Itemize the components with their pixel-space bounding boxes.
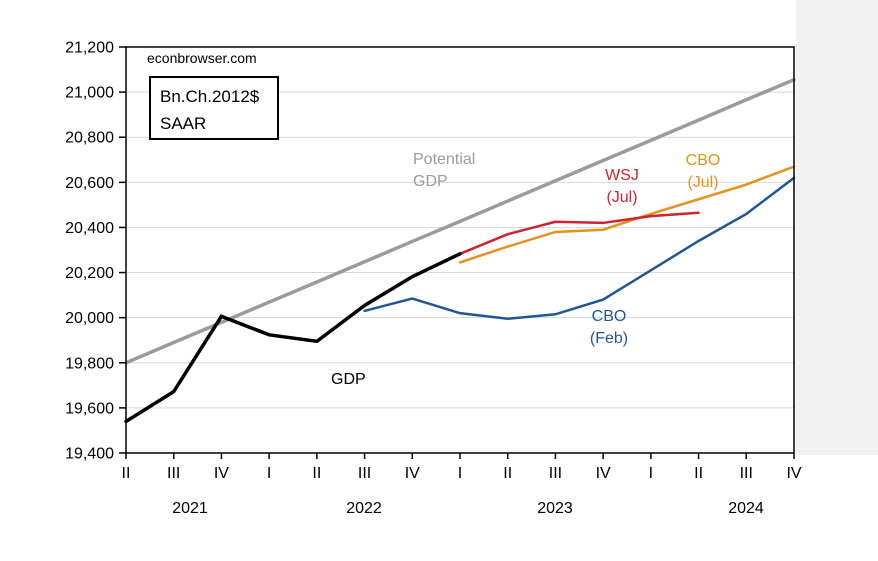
x-tick-label: III	[358, 465, 371, 482]
x-tick-label: II	[503, 465, 512, 482]
y-tick-label: 20,600	[65, 175, 114, 192]
x-tick-label: IV	[596, 465, 611, 482]
watermark-econbrowser: econbrowser.com	[147, 50, 257, 66]
x-tick-label: I	[458, 465, 462, 482]
x-tick-label: III	[549, 465, 562, 482]
series-line-potential	[124, 77, 796, 365]
units-note-line1: Bn.Ch.2012$	[160, 87, 260, 106]
y-tick-label: 21,200	[65, 40, 114, 57]
y-tick-label: 19,800	[65, 355, 114, 372]
series-label-gdp: GDP	[331, 371, 366, 388]
series-line-cbo_feb	[363, 176, 796, 321]
year-label: 2024	[728, 500, 764, 517]
y-tick-label: 20,800	[65, 130, 114, 147]
year-label: 2021	[172, 500, 208, 517]
series-label-cbo-jul: CBO (Jul)	[685, 152, 721, 191]
x-tick-label: II	[122, 465, 131, 482]
y-tick-label: 21,000	[65, 85, 114, 102]
watermark-text: econbrowser.com	[147, 50, 257, 66]
series-line-gdp	[124, 252, 462, 424]
y-tick-label: 19,600	[65, 400, 114, 417]
x-tick-label: IV	[405, 465, 420, 482]
x-tick-label: III	[740, 465, 753, 482]
series-line-cbo_jul	[458, 165, 796, 264]
x-tick-label: I	[267, 465, 271, 482]
year-label: 2022	[346, 500, 382, 517]
series-label-potential-gdp: Potential GDP	[413, 151, 476, 190]
units-note-box: Bn.Ch.2012$ SAAR	[149, 76, 279, 140]
x-tick-label: IV	[786, 465, 801, 482]
x-tick-label: III	[167, 465, 180, 482]
y-tick-label: 20,400	[65, 220, 114, 237]
y-tick-label: 19,400	[65, 446, 114, 463]
y-tick-label: 20,000	[65, 310, 114, 327]
x-tick-label: II	[312, 465, 321, 482]
series-label-wsj-jul: WSJ (Jul)	[605, 167, 639, 206]
units-note-line2: SAAR	[160, 114, 207, 133]
x-tick-label: II	[694, 465, 703, 482]
y-tick-label: 20,200	[65, 265, 114, 282]
x-tick-label: I	[649, 465, 653, 482]
x-tick-label: IV	[214, 465, 229, 482]
series-line-wsj_jul	[458, 211, 700, 256]
year-label: 2023	[537, 500, 573, 517]
page-background-panel	[796, 0, 878, 455]
series-label-cbo-feb: CBO (Feb)	[589, 308, 629, 347]
